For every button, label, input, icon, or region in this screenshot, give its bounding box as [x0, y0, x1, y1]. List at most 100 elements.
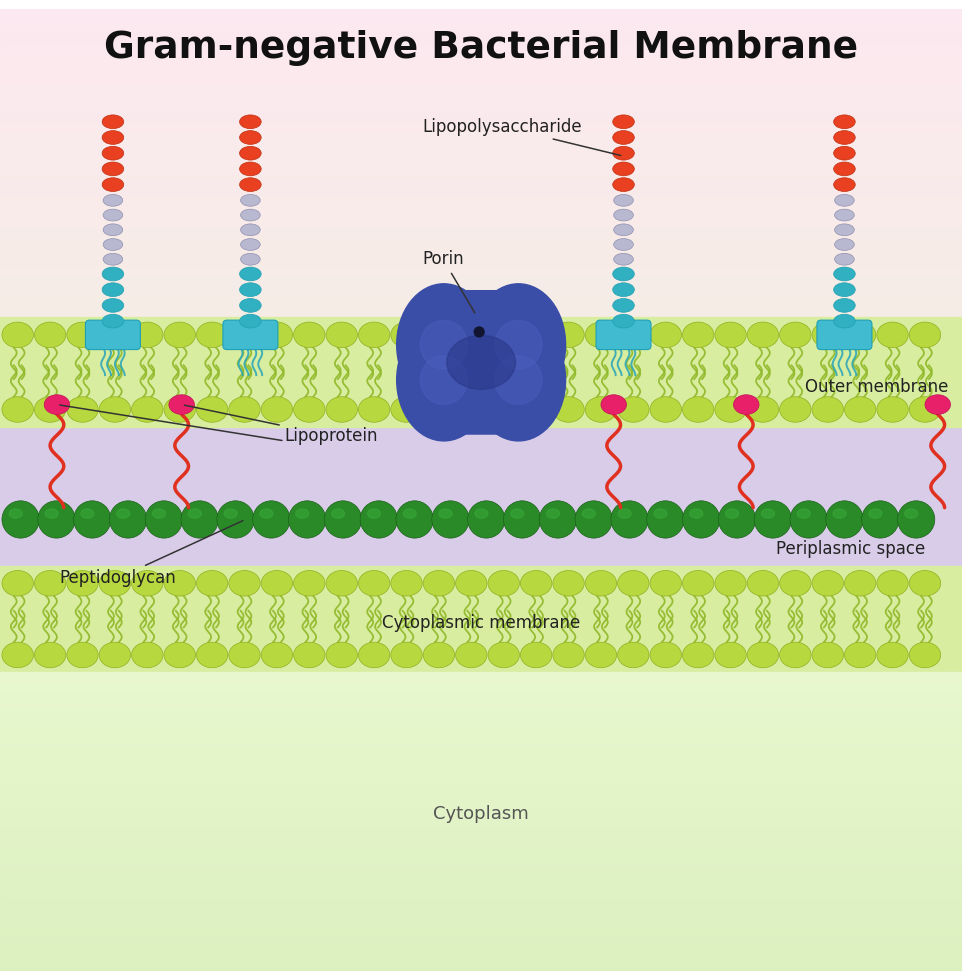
Bar: [0, 835, 962, 841]
Ellipse shape: [812, 397, 844, 422]
Bar: [0, 205, 962, 211]
Bar: [0, 734, 962, 740]
Ellipse shape: [67, 322, 98, 348]
Ellipse shape: [2, 642, 33, 667]
Text: Lipopolysaccharide: Lipopolysaccharide: [422, 118, 620, 156]
Bar: [0, 200, 962, 206]
Bar: [0, 46, 962, 52]
Bar: [0, 350, 962, 356]
Circle shape: [396, 501, 433, 538]
Ellipse shape: [188, 509, 201, 518]
Bar: [0, 61, 962, 67]
FancyBboxPatch shape: [222, 320, 278, 350]
Bar: [0, 898, 962, 904]
Circle shape: [432, 501, 469, 538]
Bar: [0, 757, 962, 762]
Bar: [0, 229, 962, 235]
Ellipse shape: [845, 570, 876, 596]
Circle shape: [647, 501, 684, 538]
Ellipse shape: [682, 642, 713, 667]
Ellipse shape: [617, 642, 649, 667]
Bar: [0, 277, 962, 283]
Ellipse shape: [613, 209, 633, 221]
Bar: [0, 302, 962, 307]
Bar: [0, 816, 962, 822]
Ellipse shape: [437, 319, 525, 406]
Bar: [0, 143, 962, 148]
Bar: [0, 23, 962, 28]
Bar: [0, 292, 962, 298]
Bar: [0, 90, 962, 95]
Bar: [0, 340, 962, 346]
Ellipse shape: [99, 397, 130, 422]
Ellipse shape: [877, 322, 908, 348]
Ellipse shape: [733, 395, 760, 415]
Bar: [0, 917, 962, 923]
Bar: [0, 778, 962, 783]
Bar: [0, 816, 962, 822]
Ellipse shape: [869, 509, 882, 518]
Bar: [0, 721, 962, 727]
Ellipse shape: [909, 570, 941, 596]
Ellipse shape: [585, 570, 616, 596]
Text: Lipoprotein: Lipoprotein: [184, 405, 378, 445]
Ellipse shape: [834, 162, 856, 175]
Ellipse shape: [585, 322, 616, 348]
Circle shape: [504, 501, 541, 538]
Ellipse shape: [131, 570, 163, 596]
Bar: [0, 104, 962, 110]
Bar: [0, 345, 962, 351]
Ellipse shape: [103, 254, 122, 266]
Bar: [0, 565, 962, 672]
Ellipse shape: [34, 642, 66, 667]
Bar: [0, 910, 962, 916]
Ellipse shape: [780, 642, 811, 667]
Bar: [0, 547, 962, 553]
Bar: [0, 715, 962, 721]
Bar: [0, 710, 962, 716]
Ellipse shape: [834, 299, 856, 313]
Ellipse shape: [102, 130, 123, 144]
Ellipse shape: [654, 509, 667, 518]
Ellipse shape: [102, 283, 123, 297]
Bar: [0, 956, 962, 961]
Bar: [0, 956, 962, 961]
Bar: [0, 552, 962, 558]
Bar: [0, 176, 962, 182]
Circle shape: [253, 501, 290, 538]
Ellipse shape: [239, 268, 262, 281]
Ellipse shape: [835, 209, 855, 221]
Bar: [0, 517, 962, 523]
Ellipse shape: [164, 642, 195, 667]
Bar: [0, 879, 962, 885]
Bar: [0, 522, 962, 528]
Bar: [0, 215, 962, 220]
Circle shape: [74, 501, 111, 538]
Ellipse shape: [294, 322, 325, 348]
Bar: [0, 167, 962, 172]
Bar: [0, 792, 962, 798]
Bar: [0, 152, 962, 158]
Circle shape: [288, 501, 325, 538]
Ellipse shape: [780, 570, 811, 596]
Ellipse shape: [582, 509, 596, 518]
Bar: [0, 18, 962, 24]
Circle shape: [217, 501, 254, 538]
Bar: [0, 884, 962, 889]
Circle shape: [898, 501, 935, 538]
Bar: [0, 676, 962, 683]
Ellipse shape: [553, 322, 584, 348]
Bar: [0, 138, 962, 144]
Ellipse shape: [471, 284, 565, 406]
Ellipse shape: [228, 642, 261, 667]
Bar: [0, 729, 962, 735]
Bar: [0, 623, 962, 629]
Text: Periplasmic space: Periplasmic space: [776, 540, 925, 558]
Bar: [0, 465, 962, 470]
Bar: [0, 653, 962, 659]
Bar: [0, 672, 962, 677]
Bar: [0, 56, 962, 62]
Bar: [0, 826, 962, 832]
Ellipse shape: [34, 570, 66, 596]
Bar: [0, 494, 962, 500]
